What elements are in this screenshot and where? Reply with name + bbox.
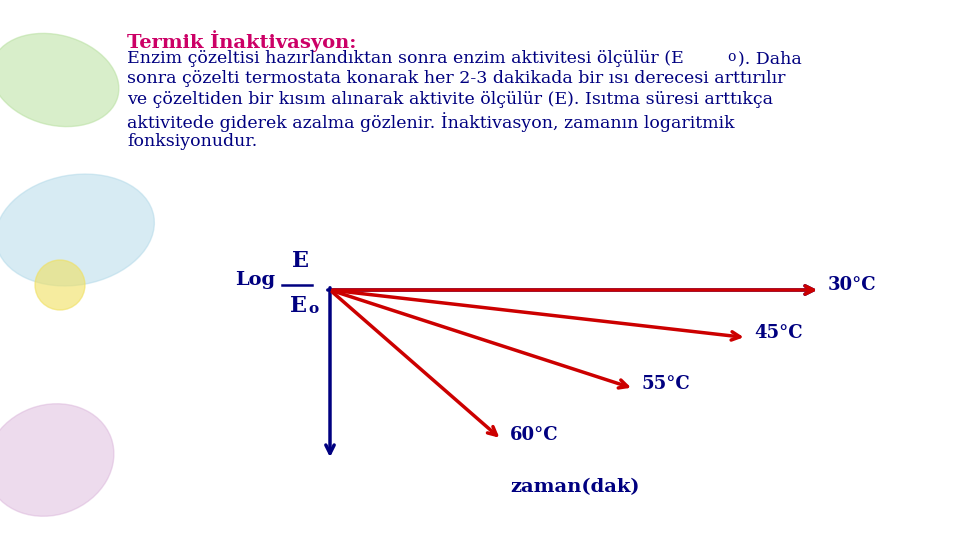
- Text: Termik İnaktivasyon:: Termik İnaktivasyon:: [127, 30, 356, 52]
- Ellipse shape: [35, 260, 85, 310]
- Text: E: E: [290, 295, 307, 317]
- Ellipse shape: [0, 33, 119, 126]
- Ellipse shape: [0, 404, 114, 516]
- Text: Log: Log: [235, 271, 276, 289]
- Text: 30°C: 30°C: [828, 276, 876, 294]
- Text: zaman(dak): zaman(dak): [511, 478, 639, 496]
- Text: o: o: [727, 50, 735, 64]
- Text: E: E: [292, 250, 309, 272]
- Ellipse shape: [0, 174, 155, 286]
- Text: 55°C: 55°C: [642, 375, 690, 393]
- Text: sonra çözelti termostata konarak her 2-3 dakikada bir ısı derecesi arttırılır: sonra çözelti termostata konarak her 2-3…: [127, 70, 785, 87]
- Text: fonksiyonudur.: fonksiyonudur.: [127, 133, 257, 150]
- Text: o: o: [308, 302, 318, 316]
- Text: ve çözeltiden bir kısım alınarak aktivite ölçülür (E). Isıtma süresi arttıkça: ve çözeltiden bir kısım alınarak aktivit…: [127, 91, 773, 108]
- Text: ). Daha: ). Daha: [738, 50, 802, 67]
- Text: Enzim çözeltisi hazırlandıktan sonra enzim aktivitesi ölçülür (E: Enzim çözeltisi hazırlandıktan sonra enz…: [127, 50, 684, 67]
- Text: 60°C: 60°C: [510, 426, 558, 443]
- Text: 45°C: 45°C: [755, 323, 804, 342]
- Text: aktivitede giderek azalma gözlenir. İnaktivasyon, zamanın logaritmik: aktivitede giderek azalma gözlenir. İnak…: [127, 112, 734, 132]
